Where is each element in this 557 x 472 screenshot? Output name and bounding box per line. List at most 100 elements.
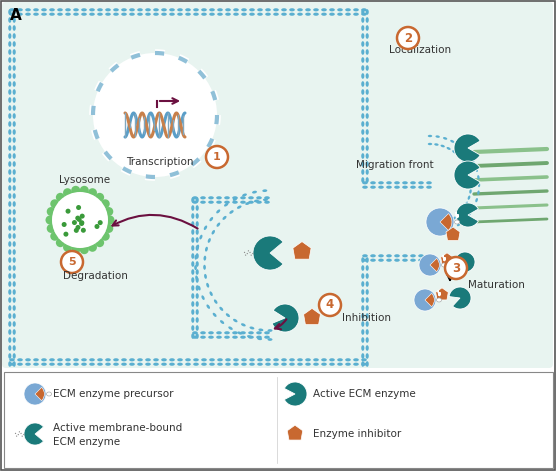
Text: Localization: Localization	[389, 45, 451, 55]
Circle shape	[397, 27, 419, 49]
Ellipse shape	[201, 13, 207, 16]
Ellipse shape	[196, 229, 199, 235]
Ellipse shape	[225, 8, 231, 11]
Ellipse shape	[13, 249, 16, 255]
Circle shape	[47, 224, 56, 233]
Ellipse shape	[13, 321, 16, 327]
Ellipse shape	[386, 185, 392, 189]
Ellipse shape	[365, 113, 369, 119]
Circle shape	[56, 193, 65, 202]
Ellipse shape	[8, 73, 11, 79]
Ellipse shape	[265, 362, 271, 366]
Ellipse shape	[121, 8, 127, 11]
Ellipse shape	[365, 129, 369, 135]
Wedge shape	[454, 161, 480, 189]
Ellipse shape	[65, 13, 71, 16]
Circle shape	[104, 224, 113, 233]
Ellipse shape	[105, 358, 111, 362]
Circle shape	[88, 188, 97, 197]
Ellipse shape	[13, 217, 16, 223]
Ellipse shape	[329, 362, 335, 366]
Ellipse shape	[191, 213, 194, 219]
Ellipse shape	[201, 362, 207, 366]
Ellipse shape	[428, 135, 432, 137]
Ellipse shape	[13, 345, 16, 351]
Ellipse shape	[402, 185, 408, 189]
Ellipse shape	[418, 254, 424, 257]
Ellipse shape	[365, 81, 369, 87]
Ellipse shape	[8, 89, 11, 95]
Ellipse shape	[386, 181, 392, 185]
Ellipse shape	[9, 13, 15, 16]
Ellipse shape	[13, 17, 16, 23]
Polygon shape	[441, 253, 453, 265]
Ellipse shape	[153, 358, 159, 362]
Ellipse shape	[361, 353, 364, 359]
Wedge shape	[272, 304, 299, 332]
Ellipse shape	[361, 145, 364, 151]
Ellipse shape	[265, 358, 271, 362]
Ellipse shape	[57, 362, 63, 366]
Ellipse shape	[313, 362, 319, 366]
Ellipse shape	[196, 245, 199, 251]
Ellipse shape	[113, 362, 119, 366]
Ellipse shape	[434, 143, 438, 146]
Ellipse shape	[214, 299, 217, 304]
Wedge shape	[430, 258, 439, 271]
Ellipse shape	[137, 8, 143, 11]
Ellipse shape	[200, 331, 206, 334]
Ellipse shape	[13, 353, 16, 359]
Ellipse shape	[329, 358, 335, 362]
Ellipse shape	[193, 13, 199, 16]
Circle shape	[63, 243, 72, 252]
Text: ECM enzyme: ECM enzyme	[53, 437, 120, 447]
Ellipse shape	[428, 143, 432, 145]
Ellipse shape	[378, 259, 384, 262]
Ellipse shape	[191, 325, 194, 331]
Ellipse shape	[13, 281, 16, 287]
Ellipse shape	[265, 13, 271, 16]
Ellipse shape	[191, 333, 194, 339]
Ellipse shape	[113, 8, 119, 11]
Ellipse shape	[362, 254, 368, 257]
Ellipse shape	[13, 265, 16, 271]
Ellipse shape	[212, 230, 215, 235]
Ellipse shape	[13, 201, 16, 207]
Ellipse shape	[8, 113, 11, 119]
Ellipse shape	[365, 9, 369, 15]
Ellipse shape	[198, 286, 201, 290]
Circle shape	[50, 232, 59, 241]
Ellipse shape	[9, 358, 15, 362]
Ellipse shape	[17, 362, 23, 366]
Ellipse shape	[256, 336, 262, 339]
Ellipse shape	[241, 8, 247, 11]
Ellipse shape	[365, 329, 369, 335]
Ellipse shape	[248, 196, 254, 199]
Bar	[4, 372, 553, 468]
Ellipse shape	[193, 8, 199, 11]
Ellipse shape	[13, 121, 16, 127]
Ellipse shape	[362, 185, 368, 189]
Ellipse shape	[13, 89, 16, 95]
Ellipse shape	[457, 223, 461, 226]
Ellipse shape	[418, 259, 424, 262]
Circle shape	[79, 221, 84, 226]
Ellipse shape	[365, 65, 369, 71]
Ellipse shape	[196, 237, 199, 243]
Ellipse shape	[13, 273, 16, 279]
Ellipse shape	[49, 362, 55, 366]
Circle shape	[101, 199, 110, 208]
Ellipse shape	[313, 8, 319, 11]
Ellipse shape	[57, 13, 63, 16]
Ellipse shape	[468, 154, 471, 158]
Ellipse shape	[13, 145, 16, 151]
Ellipse shape	[305, 8, 311, 11]
Ellipse shape	[361, 13, 367, 16]
Ellipse shape	[457, 154, 461, 158]
Ellipse shape	[313, 358, 319, 362]
Ellipse shape	[196, 197, 199, 203]
Ellipse shape	[13, 225, 16, 231]
Ellipse shape	[437, 298, 442, 302]
Ellipse shape	[33, 13, 39, 16]
Ellipse shape	[206, 283, 209, 287]
